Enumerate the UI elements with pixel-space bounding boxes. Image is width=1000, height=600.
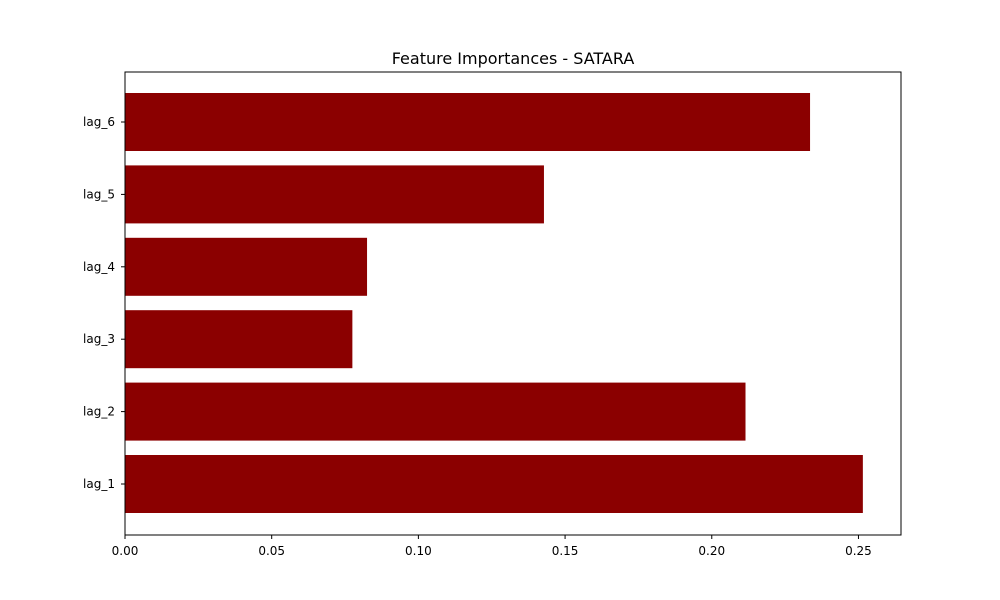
bar-lag_6 <box>125 93 811 151</box>
x-tick-label: 0.15 <box>552 544 579 558</box>
y-tick-label: lag_6 <box>83 115 115 129</box>
y-tick-label: lag_3 <box>83 332 115 346</box>
bar-lag_3 <box>125 310 353 369</box>
plot-frame <box>124 71 902 536</box>
y-tick-label: lag_1 <box>83 477 115 491</box>
y-tick-label: lag_5 <box>83 187 115 201</box>
x-tick-label: 0.25 <box>845 544 872 558</box>
bar-lag_5 <box>125 165 544 224</box>
bar-lag_4 <box>125 237 368 296</box>
bars-group <box>125 93 863 513</box>
y-tick-label: lag_4 <box>83 260 115 274</box>
x-tick-label: 0.10 <box>405 544 432 558</box>
bar-lag_2 <box>125 382 746 441</box>
x-tick-label: 0.05 <box>258 544 285 558</box>
x-tick-label: 0.00 <box>112 544 139 558</box>
chart-title: Feature Importances - SATARA <box>392 49 635 68</box>
x-axis: 0.00 0.05 0.10 0.15 0.20 0.25 <box>112 535 872 558</box>
y-axis: lag_1 lag_2 lag_3 lag_4 lag_5 lag_6 <box>83 115 125 491</box>
y-tick-label: lag_2 <box>83 405 115 419</box>
bar-lag_1 <box>125 455 863 513</box>
x-tick-label: 0.20 <box>698 544 725 558</box>
